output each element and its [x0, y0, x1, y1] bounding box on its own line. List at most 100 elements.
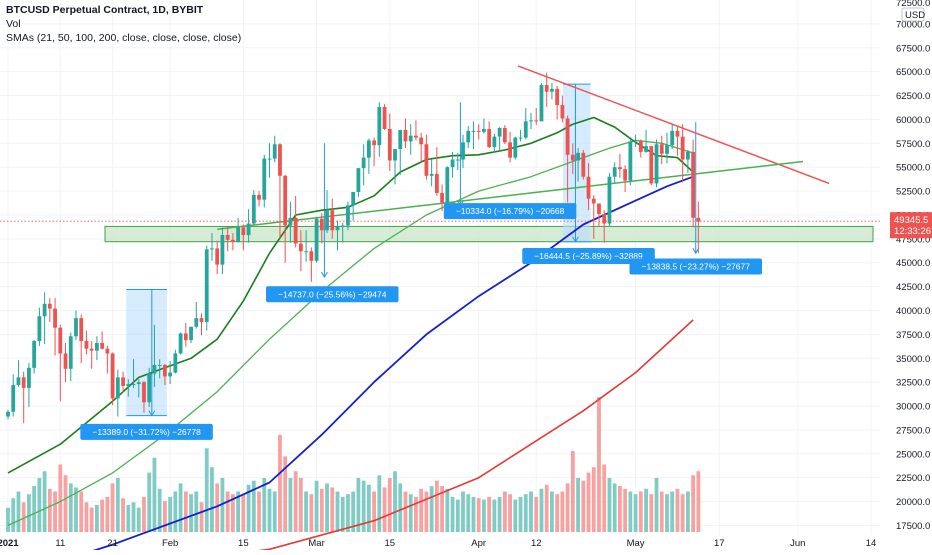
- candle-body: [100, 342, 105, 349]
- volume-bar: [419, 488, 424, 532]
- candle-body: [115, 377, 120, 399]
- candle-body: [691, 151, 696, 218]
- candle-body: [398, 129, 403, 150]
- support-trendline: [217, 160, 804, 231]
- volume-bar: [414, 496, 418, 532]
- volume-bar: [325, 483, 329, 532]
- volume-bar: [403, 491, 408, 532]
- currency-button[interactable]: [901, 7, 925, 22]
- price-tick-label: 30000.0: [896, 402, 930, 413]
- candle-body: [32, 341, 37, 368]
- candle-body: [508, 142, 512, 158]
- candle-body: [534, 120, 539, 122]
- measure-label: −13838.5 (−23.27%) −27677: [642, 262, 751, 272]
- volume-bar: [230, 494, 235, 532]
- candle-body: [497, 128, 502, 137]
- current-price-value: 49345.5: [894, 215, 928, 226]
- candle-body: [74, 318, 78, 337]
- volume-bar: [387, 478, 392, 532]
- volume-bar: [445, 488, 450, 532]
- candle-body: [340, 225, 345, 227]
- volume-bar: [450, 496, 455, 532]
- volume-bar: [570, 451, 575, 532]
- volume-bar: [382, 487, 387, 532]
- candle-body: [189, 326, 193, 341]
- volume-bar: [471, 496, 476, 532]
- price-tick-label: 57500.0: [896, 139, 930, 150]
- candle-body: [335, 226, 340, 231]
- candle-body: [42, 303, 47, 317]
- volume-bar: [32, 486, 37, 532]
- currency-label: USD: [905, 10, 925, 21]
- candle-body: [649, 146, 654, 184]
- volume-bar: [356, 478, 361, 532]
- candle-body: [424, 144, 429, 176]
- candle-body: [555, 88, 560, 106]
- volume-bar: [278, 434, 282, 532]
- candle-body: [612, 167, 617, 177]
- volume-bar: [246, 484, 251, 532]
- volume-legend[interactable]: Vol: [6, 18, 21, 30]
- volume-bar: [42, 471, 47, 532]
- measure-label-bg: [80, 423, 213, 440]
- candle-body: [16, 377, 21, 386]
- candle-body: [623, 169, 628, 181]
- candle-body: [414, 135, 418, 138]
- candle-body: [84, 341, 89, 349]
- measure-label-bg: [266, 286, 399, 303]
- volume-bar: [194, 491, 199, 532]
- volume-bar: [644, 488, 648, 532]
- candle-body: [576, 152, 580, 161]
- candle-body: [361, 157, 366, 169]
- volume-bar: [340, 496, 345, 532]
- volume-bar: [225, 491, 230, 532]
- candle-body: [523, 121, 528, 138]
- volume-bar: [696, 471, 701, 532]
- candle-body: [142, 382, 146, 403]
- volume-bar: [304, 491, 309, 532]
- volume-bar: [47, 488, 52, 532]
- candle-body: [366, 140, 371, 158]
- volume-bar: [665, 494, 669, 532]
- symbol-title[interactable]: BTCUSD Perpetual Contract, 1D, BYBIT: [6, 4, 204, 16]
- volume-bar: [502, 491, 507, 532]
- sma-legend[interactable]: SMAs (21, 50, 100, 200, close, close, cl…: [6, 32, 242, 44]
- candle-body: [257, 194, 261, 200]
- sma200-line: [218, 319, 694, 555]
- volume-bar: [215, 483, 220, 532]
- volume-bar: [638, 491, 643, 532]
- price-tick-label: 20000.0: [896, 497, 930, 508]
- candle-body: [696, 217, 701, 222]
- candle-body: [445, 167, 450, 203]
- volume-bar: [163, 500, 167, 532]
- candle-body: [544, 85, 549, 92]
- volume-bar: [257, 491, 261, 532]
- candle-body: [502, 128, 507, 143]
- volume-bar: [16, 491, 21, 532]
- volume-bar: [152, 457, 157, 532]
- volume-bar: [377, 475, 382, 532]
- candle-body: [665, 145, 669, 154]
- candle-body: [68, 336, 73, 369]
- volume-bar: [210, 467, 214, 532]
- time-tick-label: 11: [55, 538, 65, 549]
- time-tick-label: 15: [238, 538, 249, 549]
- candle-body: [638, 140, 643, 152]
- candle-body: [246, 223, 251, 236]
- candle-body: [147, 373, 152, 403]
- volume-bar: [513, 499, 518, 532]
- price-tick-label: 27500.0: [896, 425, 930, 436]
- volume-bar: [115, 478, 120, 532]
- volume-bar: [487, 496, 492, 532]
- volume-bar: [283, 456, 288, 532]
- volume-bar: [393, 471, 397, 532]
- volume-bar: [586, 472, 591, 532]
- price-tick-label: 40000.0: [896, 306, 930, 317]
- price-tick-label: 67500.0: [896, 43, 930, 54]
- volume-bar: [670, 491, 675, 532]
- candle-body: [63, 353, 68, 369]
- candle-body: [570, 154, 575, 161]
- sma100-line: [77, 175, 694, 555]
